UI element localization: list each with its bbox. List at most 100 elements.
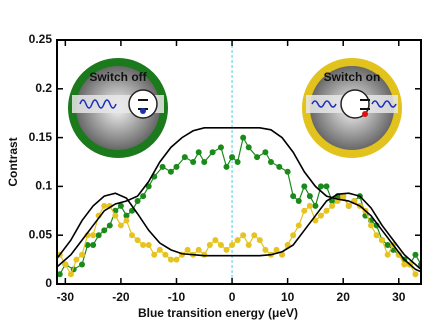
x-tick-label: 20 (337, 290, 351, 304)
data-point (201, 159, 208, 165)
data-point (167, 256, 174, 263)
data-point (223, 163, 230, 170)
y-tick-label: 0.25 (29, 32, 53, 46)
data-point (312, 217, 319, 224)
data-point (84, 241, 91, 248)
data-point (412, 271, 419, 278)
data-point (117, 222, 124, 229)
data-point (79, 261, 86, 268)
y-tick-label: 0.2 (35, 81, 52, 95)
frame (56, 39, 422, 285)
data-point (117, 202, 124, 209)
data-point (329, 202, 336, 209)
data-point (251, 232, 258, 239)
series-line (57, 127, 421, 273)
data-point (159, 163, 166, 170)
x-tick-label: 30 (392, 290, 406, 304)
y-tick-label: 0 (45, 276, 52, 290)
data-point (90, 232, 97, 239)
data-point (184, 246, 191, 253)
series-line (59, 135, 421, 275)
y-tick-label: 0.15 (29, 130, 53, 144)
data-point (401, 261, 408, 268)
data-point (276, 163, 283, 170)
data-point (290, 193, 297, 200)
data-point (145, 241, 152, 248)
data-point (367, 222, 374, 229)
x-tick-label: -20 (112, 290, 130, 304)
data-point (101, 202, 108, 209)
data-point (95, 232, 102, 239)
data-point (173, 163, 180, 170)
data-point (212, 237, 219, 244)
data-point (412, 251, 419, 258)
data-point (57, 271, 63, 278)
x-tick-label: -30 (57, 290, 75, 304)
data-point (290, 232, 297, 239)
series-line (57, 192, 421, 271)
data-point (73, 256, 80, 263)
annotation: Switch on (324, 70, 381, 84)
data-point (373, 232, 380, 239)
inset-switch-on: Switch on (302, 58, 402, 158)
data-point (129, 232, 136, 239)
data-point (217, 241, 224, 248)
data-point (151, 251, 158, 258)
data-point (223, 246, 230, 253)
x-tick-label: 10 (281, 290, 295, 304)
y-tick-label: 0.05 (29, 227, 53, 241)
data-point (284, 168, 291, 175)
data-point (190, 159, 197, 165)
y-axis-label: Contrast (6, 137, 20, 186)
data-point (306, 193, 313, 200)
data-point (112, 212, 119, 219)
data-point (279, 251, 286, 258)
data-point (229, 154, 236, 161)
data-point (245, 144, 252, 151)
data-point (162, 251, 169, 258)
data-point (234, 237, 241, 244)
data-point (62, 261, 69, 268)
data-point (254, 154, 261, 161)
x-tick-label: 0 (229, 290, 236, 304)
data-point (384, 251, 391, 258)
data-point (156, 246, 163, 253)
data-point (301, 207, 308, 214)
data-point (312, 202, 319, 209)
annotation: Switch off (89, 70, 147, 84)
data-point (301, 183, 308, 190)
data-point (123, 212, 130, 219)
data-point (267, 159, 274, 165)
data-point (145, 183, 152, 190)
data-point (101, 227, 108, 234)
x-tick-label: -10 (168, 290, 186, 304)
data-point (323, 207, 330, 214)
data-point (345, 202, 352, 209)
y-tick-label: 0.1 (35, 179, 52, 193)
data-point (295, 222, 302, 229)
data-point (256, 237, 263, 244)
data-point (229, 241, 236, 248)
data-point (123, 217, 130, 224)
data-point (106, 222, 113, 229)
data-point (140, 193, 147, 200)
data-point (234, 159, 241, 165)
data-point (262, 246, 269, 253)
data-point (167, 168, 174, 175)
data-point (245, 241, 252, 248)
data-point (217, 144, 224, 151)
data-point (284, 241, 291, 248)
data-point (209, 149, 216, 156)
data-point (295, 198, 302, 205)
data-point (181, 154, 188, 161)
data-point (67, 271, 74, 278)
data-point (379, 237, 386, 244)
data-point (240, 232, 247, 239)
data-point (329, 198, 336, 205)
data-point (134, 237, 141, 244)
data-point (340, 193, 347, 200)
data-point (323, 183, 330, 190)
data-point (384, 241, 391, 248)
data-point (240, 134, 247, 141)
